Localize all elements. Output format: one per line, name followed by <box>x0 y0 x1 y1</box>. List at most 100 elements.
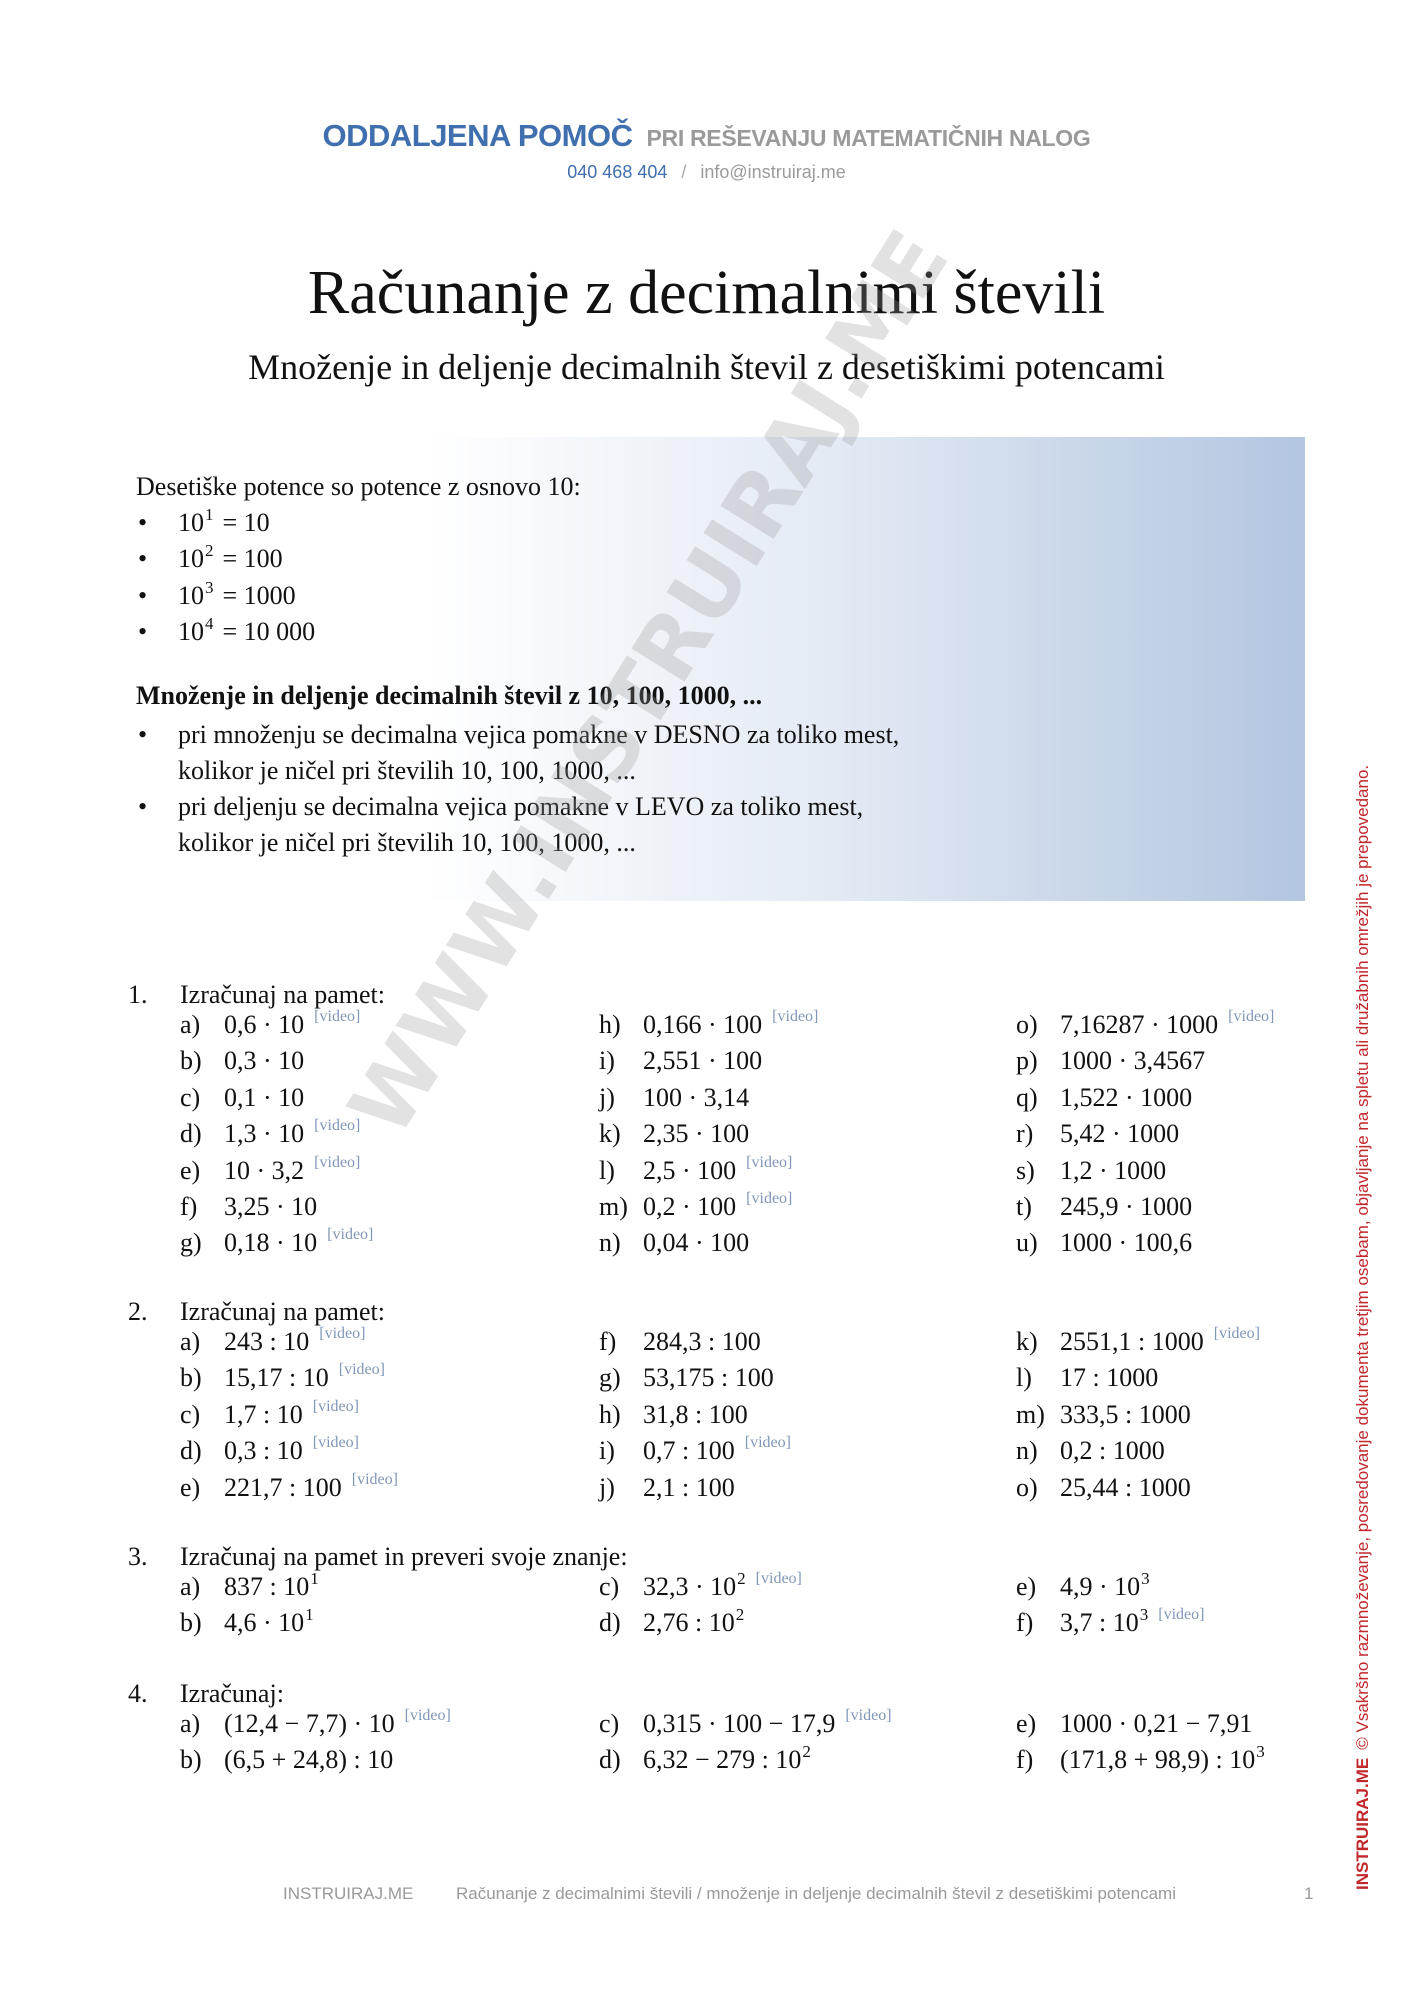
phone: 040 468 404 <box>567 162 668 182</box>
exercise-title: Izračunaj: <box>180 1679 284 1708</box>
item-label: m) <box>1016 1399 1045 1429</box>
item: 3,25 · 10 <box>224 1192 317 1222</box>
expression: 0,166 · 100 <box>643 1010 763 1039</box>
side-text: © Vsakršno razmnoževanje, posredovanje d… <box>1353 764 1372 1750</box>
expression: 0,3 · 10 <box>224 1046 305 1076</box>
rule-line: pri množenju se decimalna vejica pomakne… <box>138 720 899 750</box>
item-label: e) <box>1016 1572 1037 1601</box>
item: 0,04 · 100 <box>643 1228 749 1258</box>
item-label: g) <box>599 1363 621 1393</box>
expression: 17 : 1000 <box>1060 1363 1159 1393</box>
video-link[interactable]: [video] <box>845 1707 892 1724</box>
item-label: n) <box>599 1228 621 1258</box>
item-label: i) <box>599 1436 615 1466</box>
item: 100 · 3,14 <box>643 1083 749 1113</box>
item: 2,551 · 100 <box>643 1046 762 1076</box>
item: 0,315 · 100 − 17,9 [video] <box>643 1707 892 1739</box>
item-label: e) <box>1016 1709 1037 1738</box>
expression: 6,32 − 279 : 10 <box>643 1745 802 1775</box>
expression: 243 : 10 <box>224 1327 310 1356</box>
item-label: n) <box>1016 1436 1038 1466</box>
item: 1,7 : 10 [video] <box>224 1397 359 1430</box>
expression: 245,9 · 1000 <box>1060 1192 1193 1221</box>
video-link[interactable]: [video] <box>1213 1325 1260 1342</box>
item-label: f) <box>599 1327 617 1356</box>
item: 0,2 · 100 [video] <box>643 1190 793 1222</box>
item-label: h) <box>599 1010 621 1039</box>
video-link[interactable]: [video] <box>1158 1606 1205 1624</box>
exp: 1 <box>205 505 214 524</box>
item: 333,5 : 1000 <box>1060 1400 1191 1430</box>
item: 6,32 − 279 : 102 <box>643 1742 811 1775</box>
expression: 1000 · 0,21 − 7,91 <box>1060 1709 1253 1738</box>
exercise-number: 3. <box>128 1542 148 1571</box>
video-link[interactable]: [video] <box>327 1226 374 1244</box>
video-link[interactable]: [video] <box>772 1008 819 1025</box>
power: 101 = 10 <box>138 505 270 538</box>
item: 32,3 · 102 [video] <box>643 1569 802 1602</box>
power: 103 = 1000 <box>138 578 296 611</box>
item: 1000 · 3,4567 <box>1060 1046 1205 1076</box>
expression: 31,8 : 100 <box>643 1399 748 1429</box>
expression: 0,1 · 10 <box>224 1082 305 1112</box>
video-link[interactable]: [video] <box>319 1325 366 1342</box>
expression: 1,7 : 10 <box>224 1399 303 1429</box>
video-link[interactable]: [video] <box>746 1153 793 1171</box>
item: 5,42 · 1000 <box>1060 1119 1179 1149</box>
item: 0,3 : 10 [video] <box>224 1434 359 1466</box>
item: 10 · 3,2 [video] <box>224 1153 361 1186</box>
item-label: h) <box>599 1399 621 1429</box>
video-link[interactable]: [video] <box>314 1153 361 1171</box>
video-link[interactable]: [video] <box>314 1008 361 1025</box>
item: 4,6 · 101 <box>224 1605 314 1638</box>
video-link[interactable]: [video] <box>404 1707 451 1724</box>
item: 0,3 · 10 <box>224 1046 304 1076</box>
footer-center: Računanje z decimalnimi števili / množen… <box>456 1884 1176 1903</box>
subtitle: Množenje in deljenje decimalnih števil z… <box>248 347 1165 387</box>
video-link[interactable]: [video] <box>312 1434 359 1452</box>
item-label: r) <box>1016 1119 1034 1149</box>
exponent: 3 <box>1139 1605 1149 1625</box>
expression: (6,5 + 24,8) : 10 <box>224 1745 394 1775</box>
expression: (12,4 − 7,7) · 10 <box>224 1709 395 1738</box>
item: (12,4 − 7,7) · 10 [video] <box>224 1707 451 1739</box>
expression: 221,7 : 100 <box>224 1472 342 1502</box>
expression: 1,522 · 1000 <box>1060 1082 1193 1112</box>
item: 17 : 1000 <box>1060 1363 1158 1393</box>
expression: 53,175 : 100 <box>643 1363 774 1393</box>
item: 0,2 : 1000 <box>1060 1436 1165 1466</box>
expression: 10 · 3,2 <box>224 1155 305 1185</box>
video-link[interactable]: [video] <box>312 1397 359 1415</box>
video-link[interactable]: [video] <box>755 1570 802 1587</box>
item-label: f) <box>1016 1745 1034 1775</box>
video-link[interactable]: [video] <box>351 1470 398 1488</box>
expression: 2,76 : 10 <box>643 1608 735 1638</box>
expression: 0,7 : 100 <box>643 1436 735 1466</box>
expression: 0,2 · 100 <box>643 1192 737 1221</box>
exp: 4 <box>205 613 214 633</box>
video-link[interactable]: [video] <box>1228 1008 1275 1025</box>
item: 221,7 : 100 [video] <box>224 1470 398 1503</box>
item: 53,175 : 100 <box>643 1363 774 1393</box>
item-label: c) <box>599 1572 620 1601</box>
header: ODDALJENA POMOČ PRI REŠEVANJU MATEMATIČNI… <box>0 118 1413 154</box>
item-label: d) <box>599 1608 621 1638</box>
expression: 2,1 : 100 <box>643 1472 735 1502</box>
item: 2551,1 : 1000 [video] <box>1060 1325 1260 1357</box>
brand: ODDALJENA POMOČ <box>322 118 633 153</box>
exercise-title: Izračunaj na pamet in preveri svoje znan… <box>180 1542 628 1571</box>
result: = 100 <box>222 544 283 574</box>
item-label: o) <box>1016 1010 1038 1039</box>
video-link[interactable]: [video] <box>744 1434 791 1452</box>
expression: 837 : 10 <box>224 1572 310 1601</box>
video-link[interactable]: [video] <box>746 1190 793 1207</box>
item-label: b) <box>180 1046 202 1076</box>
expression: 0,2 : 1000 <box>1060 1436 1165 1466</box>
result: = 10 000 <box>222 616 316 646</box>
video-link[interactable]: [video] <box>314 1117 361 1135</box>
video-link[interactable]: [video] <box>338 1361 385 1379</box>
item: 3,7 : 103 [video] <box>1060 1605 1205 1638</box>
item-label: a) <box>180 1327 201 1356</box>
item: 284,3 : 100 <box>643 1327 761 1357</box>
expression: 284,3 : 100 <box>643 1327 761 1356</box>
